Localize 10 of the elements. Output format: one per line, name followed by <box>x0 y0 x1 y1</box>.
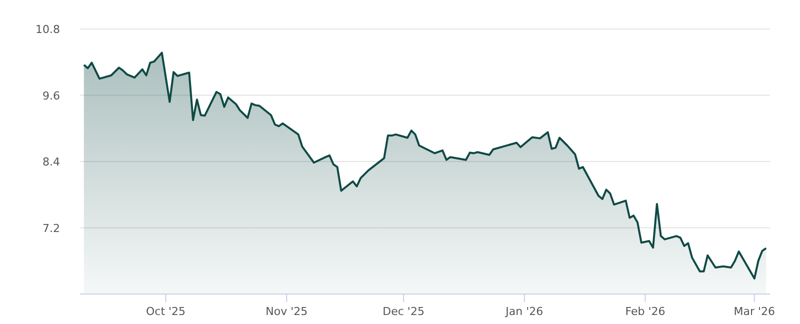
x-tick-label: Dec '25 <box>382 305 424 318</box>
y-tick-label: 7.2 <box>42 222 60 235</box>
y-tick-label: 10.8 <box>36 23 60 36</box>
x-tick-label: Jan '26 <box>504 305 544 318</box>
x-tick-label: Nov '25 <box>266 305 308 318</box>
y-tick-label: 8.4 <box>42 156 60 168</box>
y-tick-label: 9.6 <box>42 89 60 102</box>
x-tick-label: Feb '26 <box>625 305 666 318</box>
x-tick-label: Mar '26 <box>734 305 776 318</box>
x-tick-label: Oct '25 <box>146 305 186 318</box>
